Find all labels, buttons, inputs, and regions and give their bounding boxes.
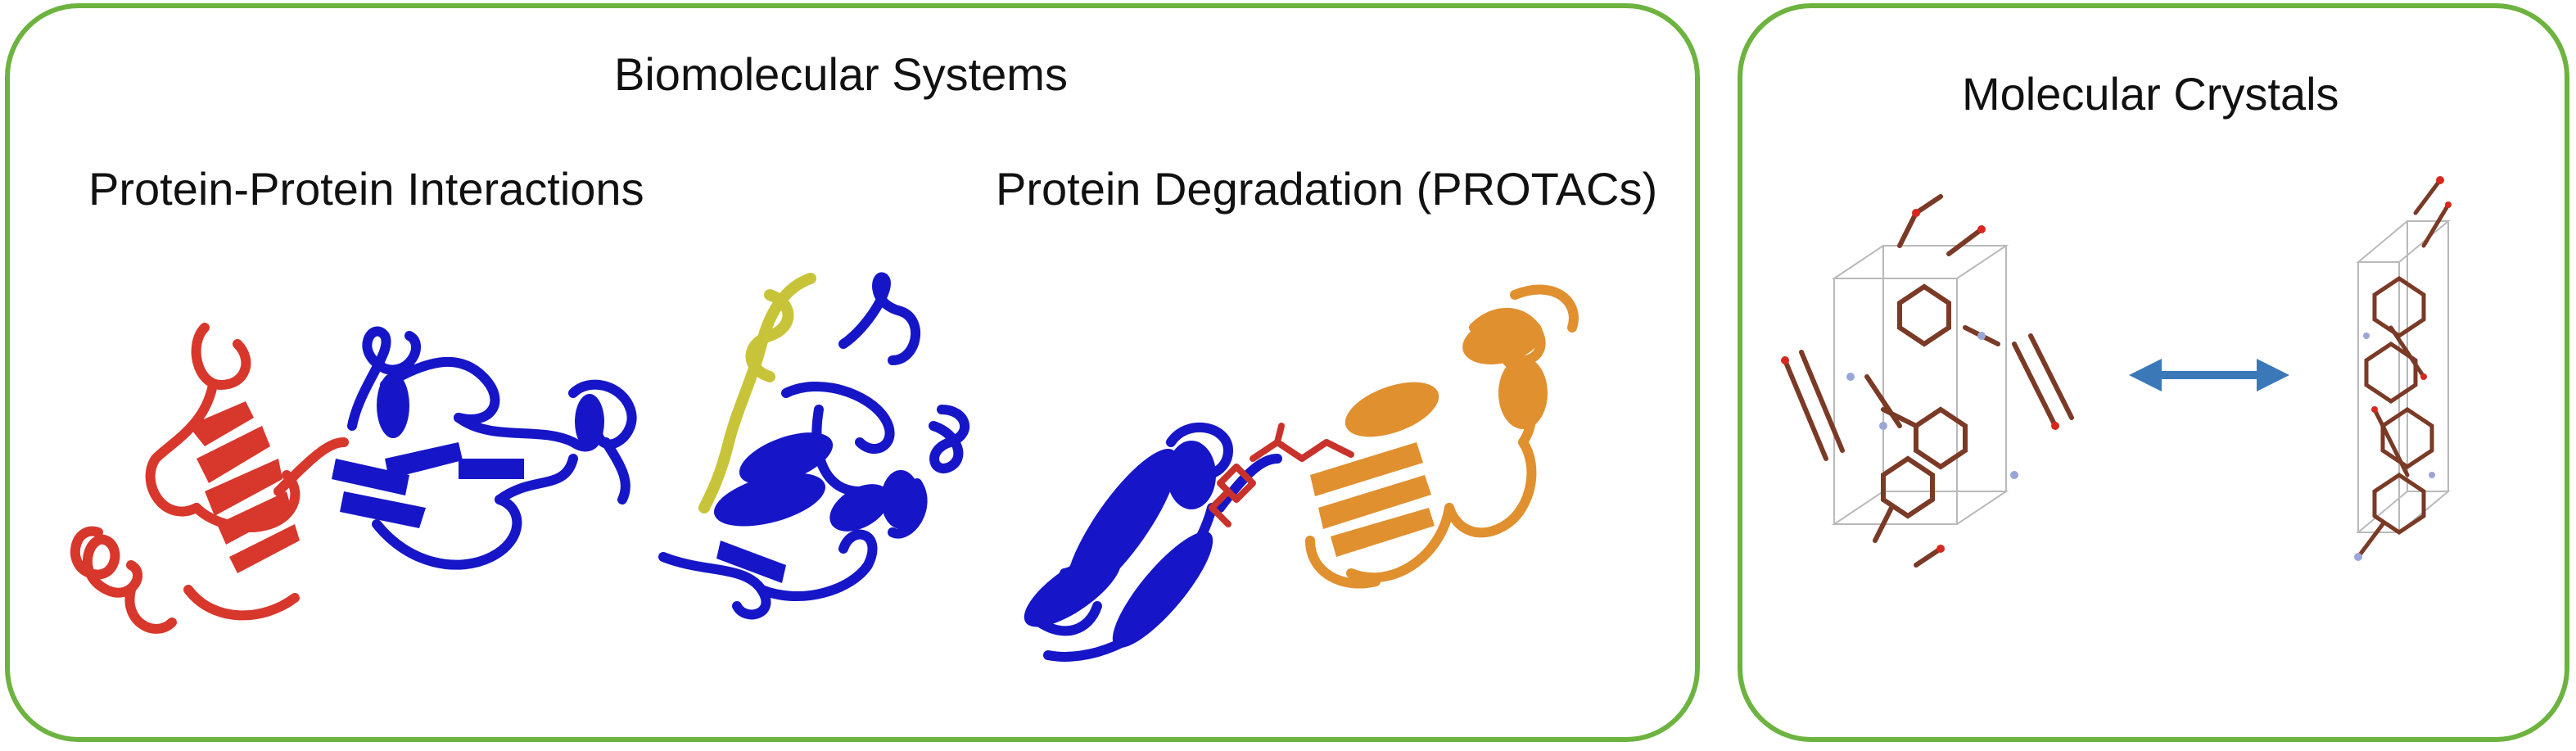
biomolecular-systems-panel — [5, 3, 1700, 742]
unit-cell-molecules-compressed-icon — [2354, 176, 2452, 561]
protein-ribbon-blue-yellow-icon — [658, 272, 970, 620]
protein-protein-interactions-label: Protein-Protein Interactions — [88, 163, 644, 215]
protein-ribbon-red-blue-icon — [70, 323, 637, 634]
biomolecular-systems-title: Biomolecular Systems — [614, 48, 1068, 100]
unit-cell-molecules-icon — [1781, 194, 2074, 568]
molecular-crystals-title: Molecular Crystals — [1962, 68, 2339, 120]
protein-ribbon-blue-orange-ligand-icon — [1024, 284, 1579, 662]
protein-degradation-label: Protein Degradation (PROTACs) — [996, 163, 1658, 215]
